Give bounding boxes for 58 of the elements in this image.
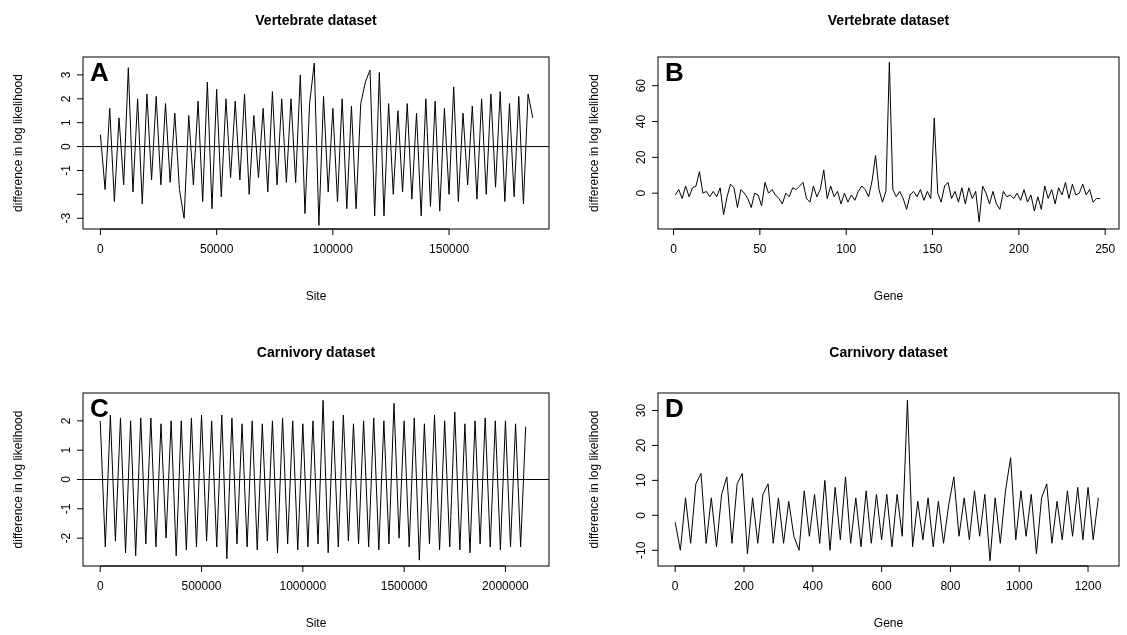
annotation: C xyxy=(90,393,109,423)
x-tick-label: 100000 xyxy=(312,242,354,256)
x-tick-label: 1500000 xyxy=(380,579,428,593)
x-tick-label: 150 xyxy=(922,242,943,256)
y-tick-label: 20 xyxy=(634,150,648,165)
x-tick-label: 0 xyxy=(670,242,678,256)
y-tick-label: -3 xyxy=(59,212,73,224)
annotation: B xyxy=(665,57,684,87)
x-tick-label: 150000 xyxy=(429,242,470,256)
x-tick-label: 0 xyxy=(671,579,679,593)
y-tick-label: 0 xyxy=(634,511,648,519)
y-tick-label: 60 xyxy=(634,78,648,93)
annotation: D xyxy=(665,393,684,423)
x-tick-label: 250 xyxy=(1095,242,1116,256)
x-tick-label: 600 xyxy=(871,579,892,593)
y-tick-label: 3 xyxy=(59,71,73,79)
y-axis-title: difference in log likelihood xyxy=(587,74,601,212)
y-tick-label: 2 xyxy=(59,95,73,103)
y-tick-label: 0 xyxy=(59,475,73,483)
y-axis-title: difference in log likelihood xyxy=(11,410,25,549)
chart-title: Carnivory dataset xyxy=(256,344,376,360)
y-tick-label: 0 xyxy=(634,189,648,197)
x-tick-label: 50000 xyxy=(199,242,234,256)
x-tick-label: 1000000 xyxy=(279,579,327,593)
x-tick-label: 1000 xyxy=(1005,579,1033,593)
y-tick-label: 1 xyxy=(59,446,73,454)
y-tick-label: -10 xyxy=(634,541,648,559)
x-tick-label: 200 xyxy=(733,579,755,593)
y-tick-label: -1 xyxy=(59,503,73,515)
x-axis-title: Gene xyxy=(873,616,904,630)
y-tick-label: -1 xyxy=(59,164,73,176)
x-tick-label: 1200 xyxy=(1074,579,1102,593)
x-axis-title: Site xyxy=(305,289,327,303)
y-tick-label: 0 xyxy=(59,142,73,150)
x-tick-label: 0 xyxy=(96,579,104,593)
x-tick-label: 2000000 xyxy=(482,579,530,593)
x-tick-label: 50 xyxy=(753,242,767,256)
x-tick-label: 500000 xyxy=(181,579,222,593)
y-tick-label: 20 xyxy=(634,438,648,453)
y-tick-label: 1 xyxy=(59,119,73,127)
y-tick-label: -2 xyxy=(59,532,73,544)
y-tick-label: 30 xyxy=(634,403,648,418)
x-tick-label: 200 xyxy=(1008,242,1030,256)
annotation: A xyxy=(90,57,109,87)
x-tick-label: 800 xyxy=(940,579,961,593)
y-axis-title: difference in log likelihood xyxy=(11,74,25,212)
chart-title: Carnivory dataset xyxy=(829,344,948,360)
chart-title: Vertebrate dataset xyxy=(827,12,950,28)
chart-title: Vertebrate dataset xyxy=(255,12,378,28)
y-tick-label: 2 xyxy=(59,417,73,425)
x-tick-label: 100 xyxy=(836,242,857,256)
x-tick-label: 0 xyxy=(97,242,105,256)
y-tick-label: 10 xyxy=(634,473,648,488)
x-axis-title: Site xyxy=(305,616,327,630)
y-axis-title: difference in log likelihood xyxy=(587,410,601,549)
x-tick-label: 400 xyxy=(802,579,824,593)
x-axis-title: Gene xyxy=(873,289,904,303)
y-tick-label: 40 xyxy=(634,114,648,129)
